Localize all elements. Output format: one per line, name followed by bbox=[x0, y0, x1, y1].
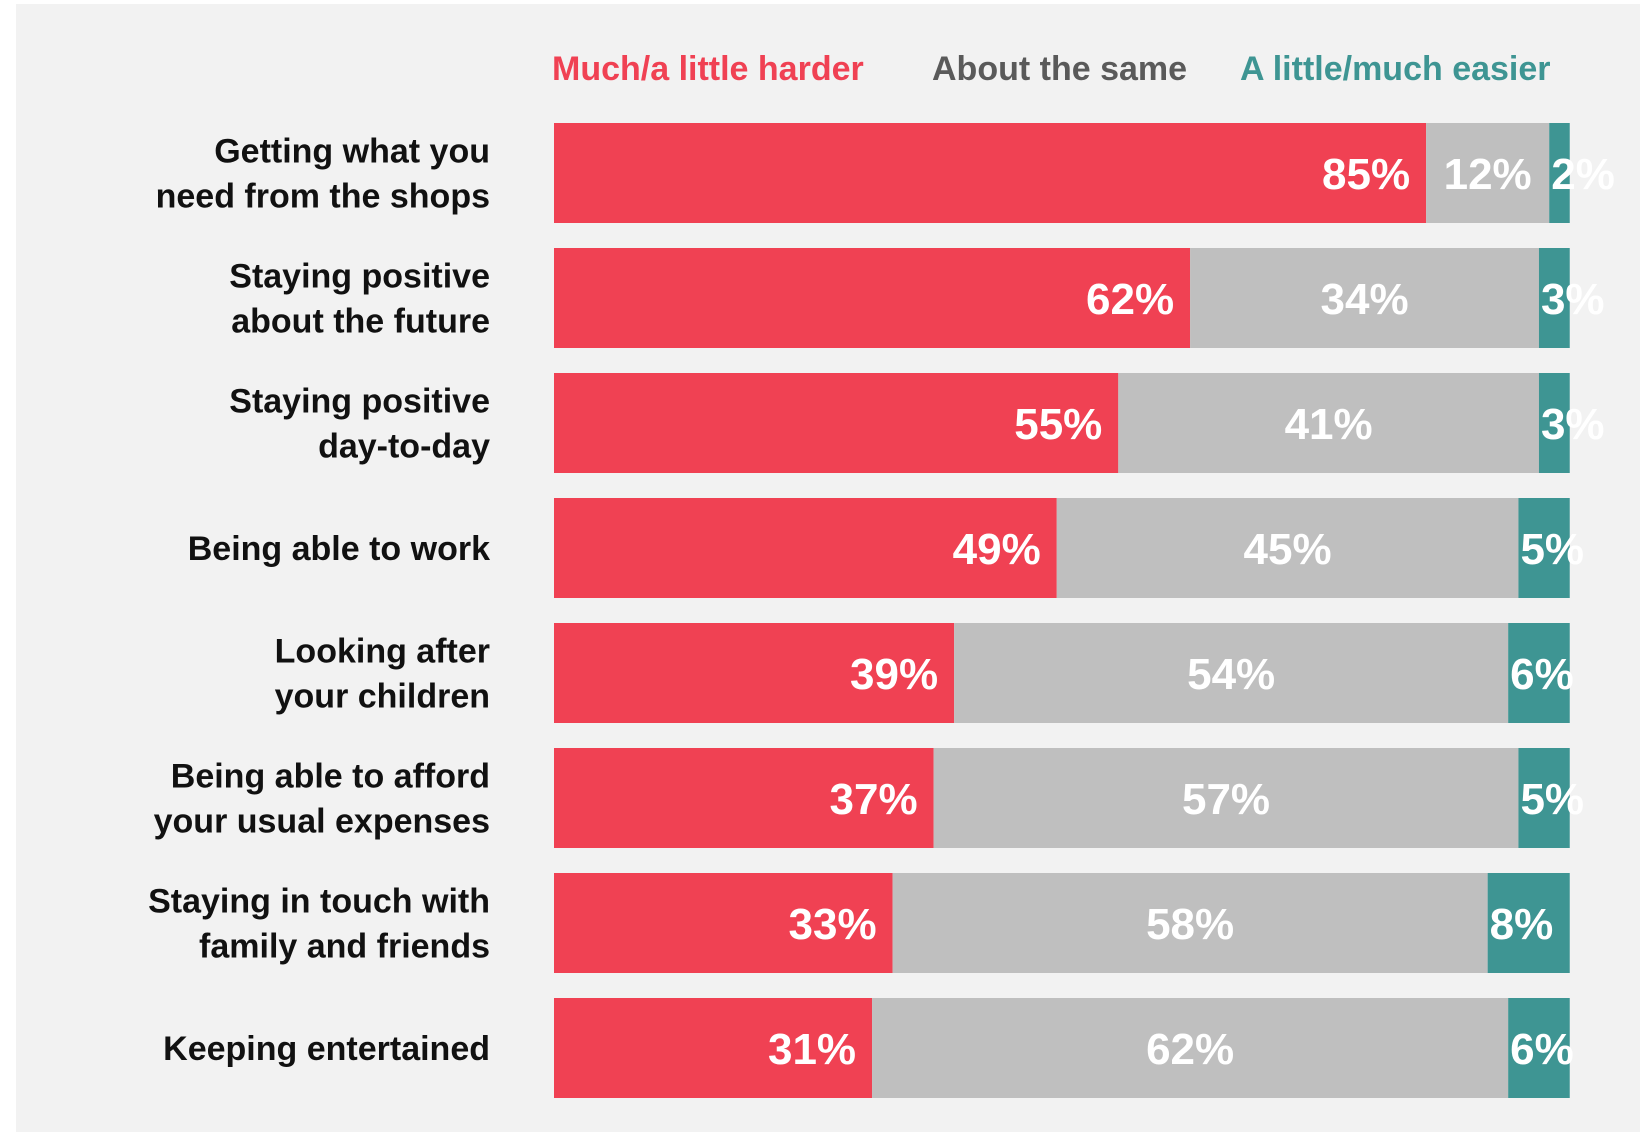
bar-segment-2 bbox=[892, 873, 1488, 973]
data-label: 45% bbox=[1244, 525, 1332, 574]
bar-segment-3 bbox=[1538, 373, 1570, 473]
data-label: 37% bbox=[830, 775, 918, 824]
data-label: 33% bbox=[789, 900, 877, 949]
legend-item-2: About the same bbox=[932, 50, 1187, 88]
bar-segment-2 bbox=[933, 748, 1519, 848]
data-label: 49% bbox=[953, 525, 1041, 574]
bar-segment-3 bbox=[1487, 873, 1570, 973]
data-label: 85% bbox=[1322, 150, 1410, 199]
data-label: 12% bbox=[1444, 150, 1532, 199]
bar-segment-1 bbox=[554, 873, 893, 973]
data-label: 54% bbox=[1187, 650, 1275, 699]
bar-segment-1 bbox=[554, 123, 1427, 223]
bar-segment-3 bbox=[1508, 998, 1570, 1098]
legend-item-3: A little/much easier bbox=[1240, 50, 1551, 88]
data-label: 39% bbox=[850, 650, 938, 699]
bar-segment-2 bbox=[1056, 498, 1519, 598]
bar-segment-2 bbox=[1190, 248, 1539, 348]
data-label: 55% bbox=[1014, 400, 1102, 449]
data-label: 57% bbox=[1182, 775, 1270, 824]
data-label: 5% bbox=[1520, 775, 1584, 824]
bar-segment-1 bbox=[554, 248, 1191, 348]
category-label: Staying positive day-to-day bbox=[229, 383, 490, 466]
bar-segment-1 bbox=[554, 498, 1057, 598]
data-label: 3% bbox=[1541, 275, 1605, 324]
category-label: Keeping entertained bbox=[163, 1030, 490, 1068]
data-label: 34% bbox=[1321, 275, 1409, 324]
bar-segment-3 bbox=[1518, 748, 1570, 848]
data-label: 62% bbox=[1146, 1025, 1234, 1074]
bar-segment-1 bbox=[554, 998, 873, 1098]
legend-item-1: Much/a little harder bbox=[552, 50, 864, 88]
data-label: 5% bbox=[1520, 525, 1584, 574]
data-label: 62% bbox=[1086, 275, 1174, 324]
bar-segment-3 bbox=[1538, 248, 1570, 348]
data-label: 6% bbox=[1510, 1025, 1574, 1074]
data-label: 6% bbox=[1510, 650, 1574, 699]
category-label: Staying positive about the future bbox=[229, 258, 490, 341]
category-label: Getting what you need from the shops bbox=[156, 133, 490, 216]
category-label: Looking after your children bbox=[275, 633, 490, 716]
data-label: 3% bbox=[1541, 400, 1605, 449]
bar-segment-2 bbox=[954, 623, 1509, 723]
data-label: 41% bbox=[1285, 400, 1373, 449]
data-label: 31% bbox=[768, 1025, 856, 1074]
category-label: Being able to work bbox=[188, 530, 490, 568]
data-label: 58% bbox=[1146, 900, 1234, 949]
data-label: 8% bbox=[1490, 900, 1554, 949]
bar-segment-2 bbox=[1118, 373, 1539, 473]
bar-segment-2 bbox=[872, 998, 1509, 1098]
bar-segment-1 bbox=[554, 373, 1119, 473]
bar-segment-3 bbox=[1549, 123, 1570, 223]
category-label: Being able to afford your usual expenses bbox=[154, 758, 490, 841]
bar-segment-1 bbox=[554, 623, 955, 723]
bar-segment-1 bbox=[554, 748, 934, 848]
bar-segment-3 bbox=[1518, 498, 1570, 598]
bar-segment-3 bbox=[1508, 623, 1570, 723]
data-label: 2% bbox=[1551, 150, 1615, 199]
bar-segment-2 bbox=[1426, 123, 1550, 223]
category-label: Staying in touch with family and friends bbox=[148, 883, 490, 966]
